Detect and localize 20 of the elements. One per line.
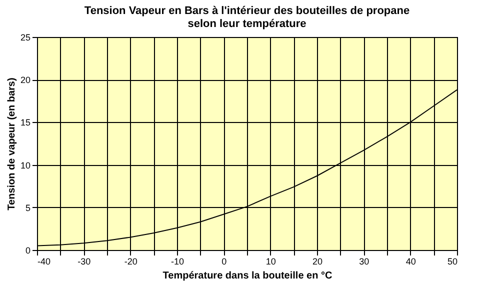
x-tick-label: 0 [222, 256, 227, 266]
x-tick-label: -20 [124, 256, 138, 266]
y-tick-label: 10 [20, 160, 30, 170]
x-tick-label: 10 [266, 256, 276, 266]
x-axis-title: Température dans la bouteille en °C [162, 270, 332, 282]
y-tick-label: 15 [20, 118, 30, 128]
y-tick-label: 5 [25, 202, 30, 213]
x-tick-label: 40 [406, 256, 416, 266]
x-tick-label: -10 [170, 256, 184, 266]
y-tick-label: 0 [25, 246, 30, 256]
x-tick-label: 20 [312, 256, 323, 266]
y-tick-label: 25 [20, 32, 30, 42]
x-tick-label: 30 [359, 256, 370, 266]
y-axis-title: Tension de vapeur (en bars) [6, 78, 18, 210]
x-tick-label: -40 [38, 256, 51, 266]
x-tick-label: 50 [447, 256, 458, 266]
text: selon leur température [188, 18, 306, 30]
text: Tension Vapeur en Bars à l'intérieur des bouteilles de propane [84, 5, 410, 17]
y-tick-label: 20 [20, 75, 30, 86]
x-tick-label: -30 [78, 256, 91, 266]
